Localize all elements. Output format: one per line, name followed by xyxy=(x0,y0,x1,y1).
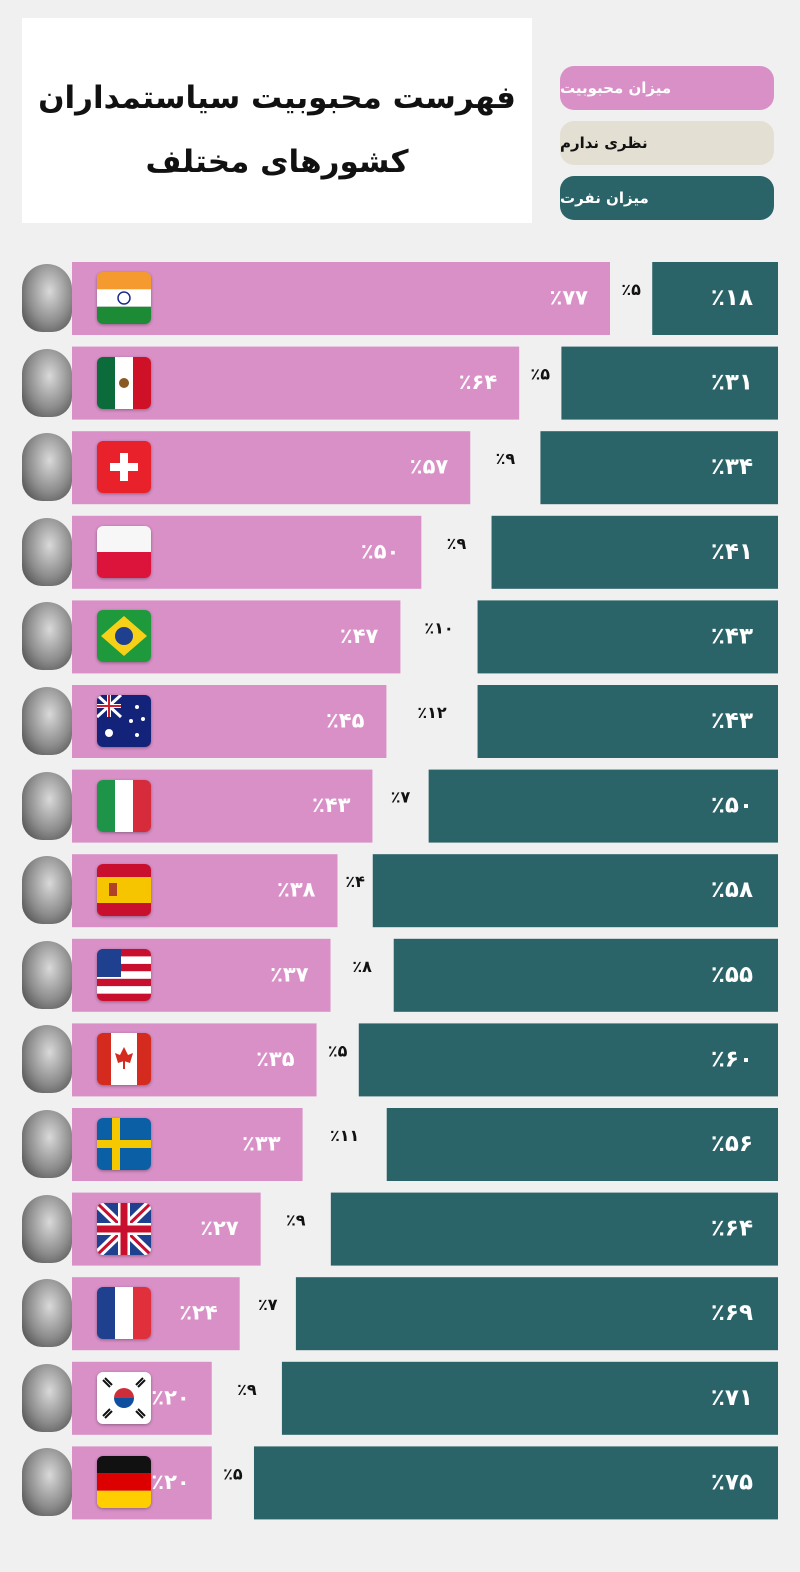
leader-portrait xyxy=(22,771,72,840)
disapproval-bar xyxy=(358,1023,778,1097)
disapproval-label: ٪۳۴ xyxy=(711,454,753,480)
leader-portrait xyxy=(22,1279,72,1348)
disapproval-bar xyxy=(281,1361,778,1435)
disapproval-bar xyxy=(652,262,778,335)
approval-label: ٪۴۵ xyxy=(326,709,365,733)
legend-no-opinion: نظری ندارم xyxy=(560,121,774,165)
canada-flag xyxy=(97,1033,151,1086)
india-flag xyxy=(97,272,151,324)
no-opinion-label: ٪۹ xyxy=(447,534,467,553)
no-opinion-label: ٪۱۱ xyxy=(330,1126,359,1145)
leader-portrait xyxy=(22,940,72,1009)
leader-portrait xyxy=(22,1110,72,1178)
disapproval-label: ٪۵۰ xyxy=(711,793,753,819)
leader-portrait xyxy=(22,1363,72,1432)
approval-label: ٪۲۰ xyxy=(151,1470,189,1494)
no-opinion-label: ٪۸ xyxy=(352,957,372,976)
no-opinion-label: ٪۴ xyxy=(345,872,365,891)
leader-portrait xyxy=(22,1025,72,1094)
disapproval-bar xyxy=(477,600,778,674)
leader-portrait xyxy=(22,602,72,671)
disapproval-bar xyxy=(330,1192,778,1266)
uk-flag xyxy=(97,1202,151,1255)
approval-label: ٪۳۷ xyxy=(270,962,309,986)
disapproval-bar xyxy=(561,346,778,420)
legend-approval: میزان محبوبیت xyxy=(560,66,774,110)
leader-portrait xyxy=(22,433,72,502)
leader-portrait xyxy=(22,264,72,332)
approval-label: ٪۲۰ xyxy=(151,1385,189,1409)
title-box: فهرست محبوبیت سیاستمداران کشورهای مختلف xyxy=(22,18,532,223)
leader-portrait xyxy=(22,517,72,586)
approval-label: ٪۲۷ xyxy=(200,1216,239,1240)
disapproval-bar xyxy=(393,938,778,1012)
approval-label: ٪۴۳ xyxy=(312,793,351,817)
approval-label: ٪۷۷ xyxy=(550,286,589,310)
disapproval-bar xyxy=(540,431,778,505)
disapproval-label: ٪۶۴ xyxy=(711,1216,753,1242)
legend-disapproval: میزان نفرت xyxy=(560,176,774,220)
approval-label: ٪۵۰ xyxy=(361,539,399,563)
australia-flag xyxy=(97,695,151,747)
mexico-flag xyxy=(97,356,151,409)
no-opinion-label: ٪۱۰ xyxy=(424,618,453,637)
approval-label: ٪۴۷ xyxy=(340,624,379,648)
disapproval-label: ٪۷۵ xyxy=(711,1469,753,1495)
approval-label: ٪۳۸ xyxy=(277,878,316,902)
disapproval-bar xyxy=(386,1108,778,1181)
leader-portrait xyxy=(22,1194,72,1263)
switzerland-flag xyxy=(97,441,151,494)
approval-label: ٪۶۴ xyxy=(459,370,498,394)
disapproval-label: ٪۶۰ xyxy=(711,1046,753,1072)
disapproval-bar xyxy=(428,769,778,843)
approval-bar xyxy=(72,262,610,335)
no-opinion-label: ٪۵ xyxy=(223,1464,243,1483)
spain-flag xyxy=(97,864,151,917)
disapproval-label: ٪۴۱ xyxy=(711,539,753,565)
disapproval-bar xyxy=(372,854,778,928)
no-opinion-label: ٪۹ xyxy=(237,1380,257,1399)
disapproval-label: ٪۴۳ xyxy=(711,623,753,649)
no-opinion-label: ٪۹ xyxy=(496,449,516,468)
disapproval-label: ٪۵۵ xyxy=(711,962,753,988)
sweden-flag xyxy=(97,1118,151,1170)
disapproval-label: ٪۳۱ xyxy=(711,370,753,396)
disapproval-bar xyxy=(477,685,778,758)
italy-flag xyxy=(97,779,151,832)
leader-portrait xyxy=(22,687,72,755)
usa-flag xyxy=(97,948,151,1001)
chart-title-line-2: کشورهای مختلف xyxy=(145,144,409,180)
chart-title-line-1: فهرست محبوبیت سیاستمداران xyxy=(38,80,516,116)
no-opinion-label: ٪۵ xyxy=(328,1041,348,1060)
approval-label: ٪۵۷ xyxy=(410,455,449,479)
approval-label: ٪۳۳ xyxy=(242,1132,281,1156)
south-korea-flag xyxy=(97,1371,151,1424)
brazil-flag xyxy=(97,610,151,663)
no-opinion-label: ٪۹ xyxy=(286,1211,306,1230)
no-opinion-label: ٪۵ xyxy=(621,280,641,299)
no-opinion-label: ٪۷ xyxy=(258,1295,278,1314)
no-opinion-label: ٪۱۲ xyxy=(417,703,447,722)
france-flag xyxy=(97,1287,151,1340)
germany-flag xyxy=(97,1456,151,1509)
no-opinion-label: ٪۷ xyxy=(391,788,411,807)
disapproval-label: ٪۶۹ xyxy=(711,1300,753,1326)
poland-flag xyxy=(97,525,151,578)
disapproval-label: ٪۷۱ xyxy=(711,1385,753,1411)
disapproval-bar xyxy=(295,1277,778,1351)
leader-portrait xyxy=(22,1448,72,1517)
no-opinion-label: ٪۵ xyxy=(531,365,551,384)
approval-label: ٪۲۴ xyxy=(179,1301,218,1325)
leader-portrait xyxy=(22,856,72,925)
leader-portrait xyxy=(22,348,72,417)
disapproval-label: ٪۱۸ xyxy=(711,285,753,311)
disapproval-label: ٪۵۶ xyxy=(711,1131,753,1157)
disapproval-label: ٪۴۳ xyxy=(711,708,753,734)
disapproval-bar xyxy=(491,515,778,589)
disapproval-bar xyxy=(253,1446,779,1520)
disapproval-label: ٪۵۸ xyxy=(711,877,753,903)
approval-label: ٪۳۵ xyxy=(256,1047,295,1071)
